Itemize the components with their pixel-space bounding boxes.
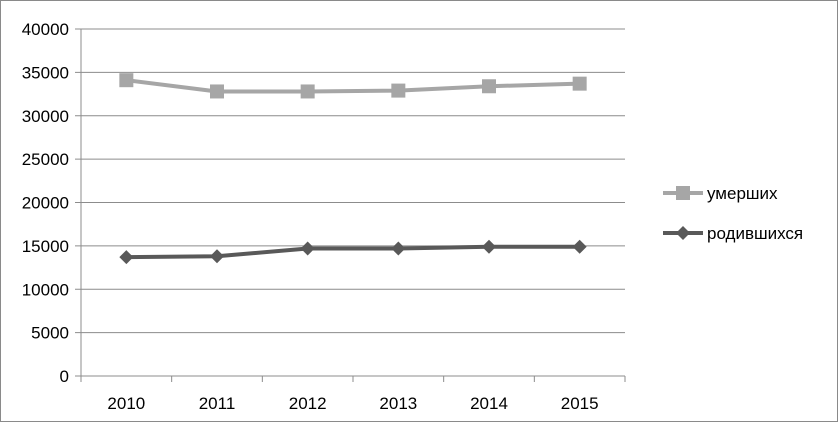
series — [119, 73, 587, 265]
x-tick-label: 2012 — [289, 394, 327, 413]
y-tick-label: 40000 — [22, 20, 69, 39]
x-tick-label: 2014 — [470, 394, 508, 413]
data-point — [391, 241, 406, 256]
y-tick-labels: 0 5000 10000 15000 20000 25000 30000 35000 40000 — [22, 20, 69, 386]
y-tick-label: 25000 — [22, 150, 69, 169]
data-point — [300, 84, 315, 99]
gridlines — [81, 28, 625, 334]
y-tick-label: 15000 — [22, 237, 69, 256]
axes — [75, 28, 626, 382]
y-tick-label: 5000 — [31, 324, 69, 343]
y-tick-label: 35000 — [22, 63, 69, 82]
legend-entry: родившихся — [663, 224, 803, 243]
legend: умерших родившихся — [663, 184, 803, 243]
legend-label: умерших — [707, 184, 778, 203]
data-point — [391, 83, 406, 98]
data-point — [119, 250, 134, 265]
x-tick-label: 2013 — [379, 394, 417, 413]
legend-swatch-marker — [676, 186, 690, 200]
data-point — [482, 239, 496, 254]
data-point — [210, 249, 224, 264]
y-tick-label: 20000 — [22, 194, 69, 213]
data-point — [300, 241, 315, 256]
x-tick-label: 2015 — [561, 394, 599, 413]
x-tick-label: 2011 — [199, 394, 236, 413]
data-point — [119, 73, 134, 88]
y-tick-label: 10000 — [22, 280, 69, 299]
legend-label: родившихся — [707, 224, 803, 243]
data-point — [572, 239, 587, 254]
series-line — [126, 244, 580, 260]
series-0 — [119, 73, 587, 99]
y-tick-label: 30000 — [22, 107, 69, 126]
data-point — [210, 84, 224, 99]
x-tick-labels: 2010 2011 2012 2013 2014 2015 — [107, 394, 598, 413]
y-tick-label: 0 — [60, 367, 69, 386]
data-point — [482, 79, 496, 94]
legend-swatch-marker — [676, 226, 690, 240]
data-point — [572, 76, 587, 91]
series-line — [126, 78, 580, 94]
x-tick-label: 2010 — [107, 394, 145, 413]
series-1 — [119, 239, 587, 265]
legend-entry: умерших — [663, 184, 778, 203]
